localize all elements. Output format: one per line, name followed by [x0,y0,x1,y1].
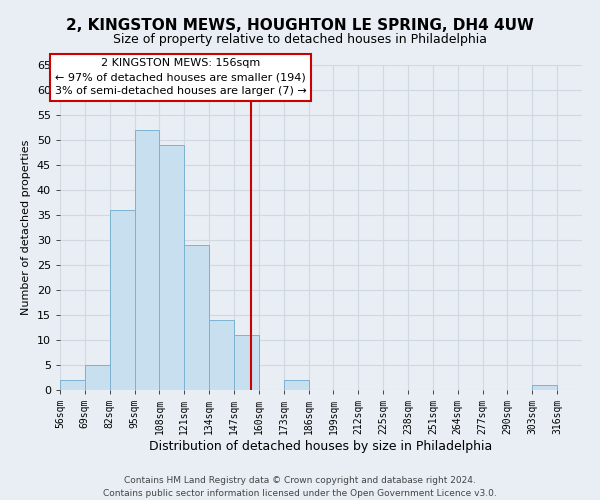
Bar [110,210,134,390]
Text: 2 KINGSTON MEWS: 156sqm
← 97% of detached houses are smaller (194)
3% of semi-de: 2 KINGSTON MEWS: 156sqm ← 97% of detache… [55,58,307,96]
Bar [60,380,85,390]
Text: Size of property relative to detached houses in Philadelphia: Size of property relative to detached ho… [113,32,487,46]
X-axis label: Distribution of detached houses by size in Philadelphia: Distribution of detached houses by size … [149,440,493,453]
Bar [234,335,259,390]
Bar [85,365,110,390]
Y-axis label: Number of detached properties: Number of detached properties [21,140,31,315]
Text: Contains HM Land Registry data © Crown copyright and database right 2024.
Contai: Contains HM Land Registry data © Crown c… [103,476,497,498]
Bar [532,385,557,390]
Bar [134,130,160,390]
Bar [160,145,184,390]
Bar [209,320,234,390]
Bar [284,380,308,390]
Bar [184,245,209,390]
Text: 2, KINGSTON MEWS, HOUGHTON LE SPRING, DH4 4UW: 2, KINGSTON MEWS, HOUGHTON LE SPRING, DH… [66,18,534,32]
